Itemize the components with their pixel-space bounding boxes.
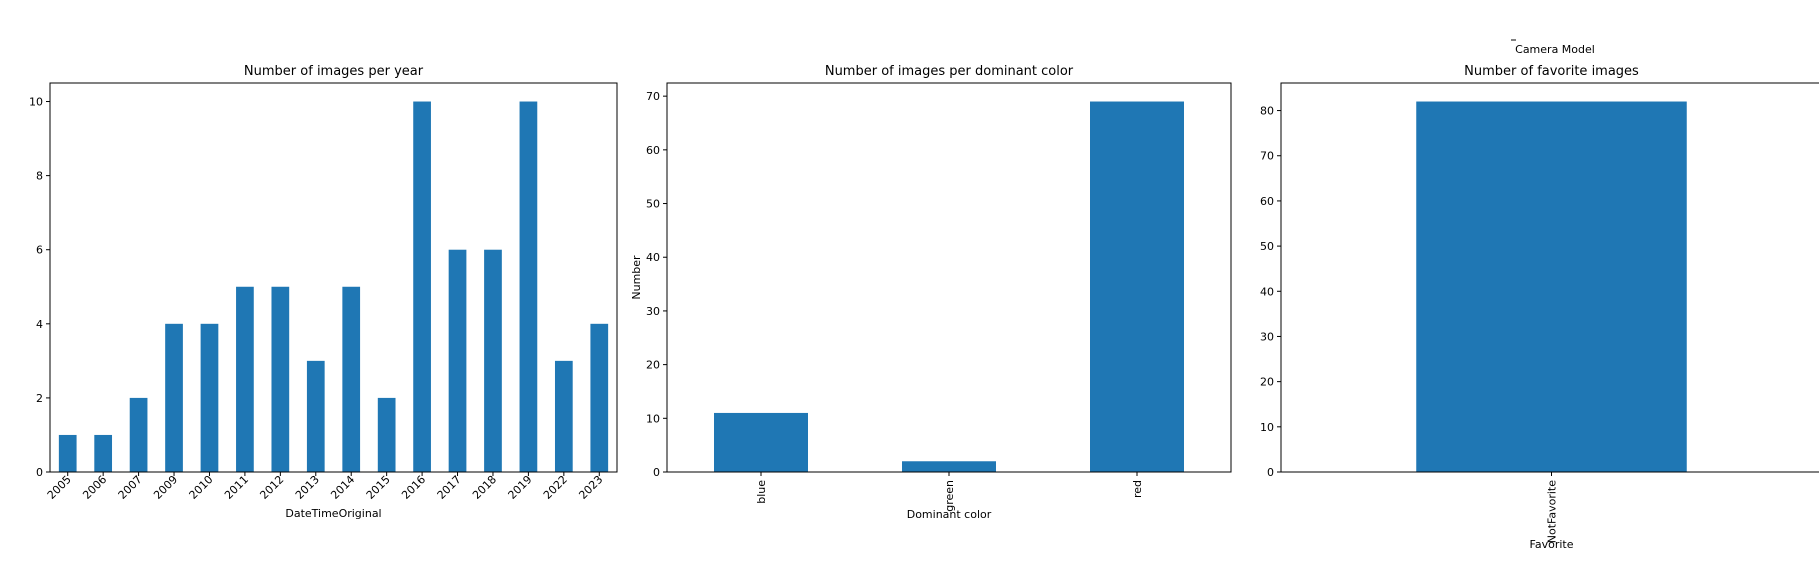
bar-2012	[271, 286, 290, 472]
bar-2011	[236, 286, 254, 472]
bar-2009	[165, 323, 183, 472]
y-tick-label: 60	[1260, 195, 1274, 208]
y-tick-label: 4	[36, 318, 43, 331]
bar-2019	[519, 101, 538, 473]
bar-2018	[484, 249, 502, 472]
bar-2013	[306, 360, 325, 472]
chart-title: Number of favorite images	[1464, 64, 1639, 79]
figure-label: Camera Model	[1515, 43, 1595, 56]
x-tick-label: 2012	[257, 473, 286, 502]
y-tick-label: 40	[646, 251, 660, 264]
x-tick-label: blue	[755, 480, 768, 504]
y-tick-label: 10	[1260, 421, 1274, 434]
bar-red	[1090, 101, 1184, 473]
y-tick-label: 20	[646, 359, 660, 372]
bar-2016	[413, 101, 431, 473]
y-tick-label: 50	[1260, 240, 1274, 253]
chart-images-per-dominant-color: 0 10 20 30 40 50 60 70 blue green red Number of ima…	[630, 64, 1232, 521]
y-tick-label: 40	[1260, 285, 1274, 298]
y-tick-label: 0	[653, 466, 660, 479]
y-tick-label: 30	[1260, 330, 1274, 343]
y-tick-label: 2	[36, 392, 43, 405]
y-tick-label: 8	[36, 170, 43, 183]
y-axis-label: Number	[630, 255, 643, 300]
y-tick-label: 60	[646, 144, 660, 157]
x-tick-label: NotFavorite	[1546, 480, 1559, 543]
bar-2007	[129, 397, 148, 472]
y-tick-label: 70	[1260, 150, 1274, 163]
x-axis-label: DateTimeOriginal	[285, 507, 381, 520]
x-tick-label: 2023	[576, 473, 605, 502]
x-tick-label: green	[943, 480, 956, 512]
bar-2017	[448, 249, 467, 472]
y-tick-label: 10	[646, 412, 660, 425]
y-tick-label: 80	[1260, 105, 1274, 118]
bar-2010	[200, 323, 219, 472]
bar-2023	[590, 323, 609, 472]
x-axis-label: Dominant color	[907, 508, 992, 521]
x-tick-label: 2009	[151, 473, 180, 502]
bar-2014	[342, 286, 361, 472]
bar-2022	[554, 360, 573, 472]
bar-2006	[94, 434, 113, 472]
x-tick-label: 2022	[541, 473, 570, 502]
chart-title: Number of images per year	[244, 64, 424, 79]
x-tick-label: 2016	[399, 473, 428, 502]
bar-blue	[714, 412, 808, 472]
x-tick-label: 2010	[187, 473, 216, 502]
bar-2015	[377, 397, 396, 472]
bar-green	[902, 461, 996, 472]
bar-2005	[58, 434, 77, 472]
x-tick-label: 2019	[506, 473, 535, 502]
x-tick-label: 2018	[470, 473, 499, 502]
x-tick-label: 2011	[222, 473, 251, 502]
y-tick-label: 70	[646, 90, 660, 103]
y-tick-label: 0	[36, 466, 43, 479]
x-tick-label: 2015	[364, 473, 393, 502]
bar-NotFavorite	[1416, 101, 1687, 473]
chart-favorite-images: 0 10 20 30 40 50 60 70 80 NotFavorite Number of fa…	[1260, 64, 1819, 551]
y-tick-label: 6	[36, 244, 43, 257]
x-tick-label: 2006	[80, 473, 109, 502]
x-tick-label: 2013	[293, 473, 322, 502]
x-tick-label: 2007	[116, 473, 145, 502]
plot-frame	[49, 82, 618, 473]
y-tick-label: 0	[1267, 466, 1274, 479]
y-tick-label: 50	[646, 198, 660, 211]
x-tick-label: red	[1131, 480, 1144, 498]
x-tick-label: 2014	[328, 473, 357, 502]
y-tick-label: 30	[646, 305, 660, 318]
x-tick-label: 2017	[435, 473, 464, 502]
chart-title: Number of images per dominant color	[825, 64, 1074, 79]
y-tick-label: 20	[1260, 376, 1274, 389]
x-axis-label: Favorite	[1530, 538, 1574, 551]
y-tick-label: 10	[29, 96, 43, 109]
x-tick-label: 2005	[45, 473, 74, 502]
